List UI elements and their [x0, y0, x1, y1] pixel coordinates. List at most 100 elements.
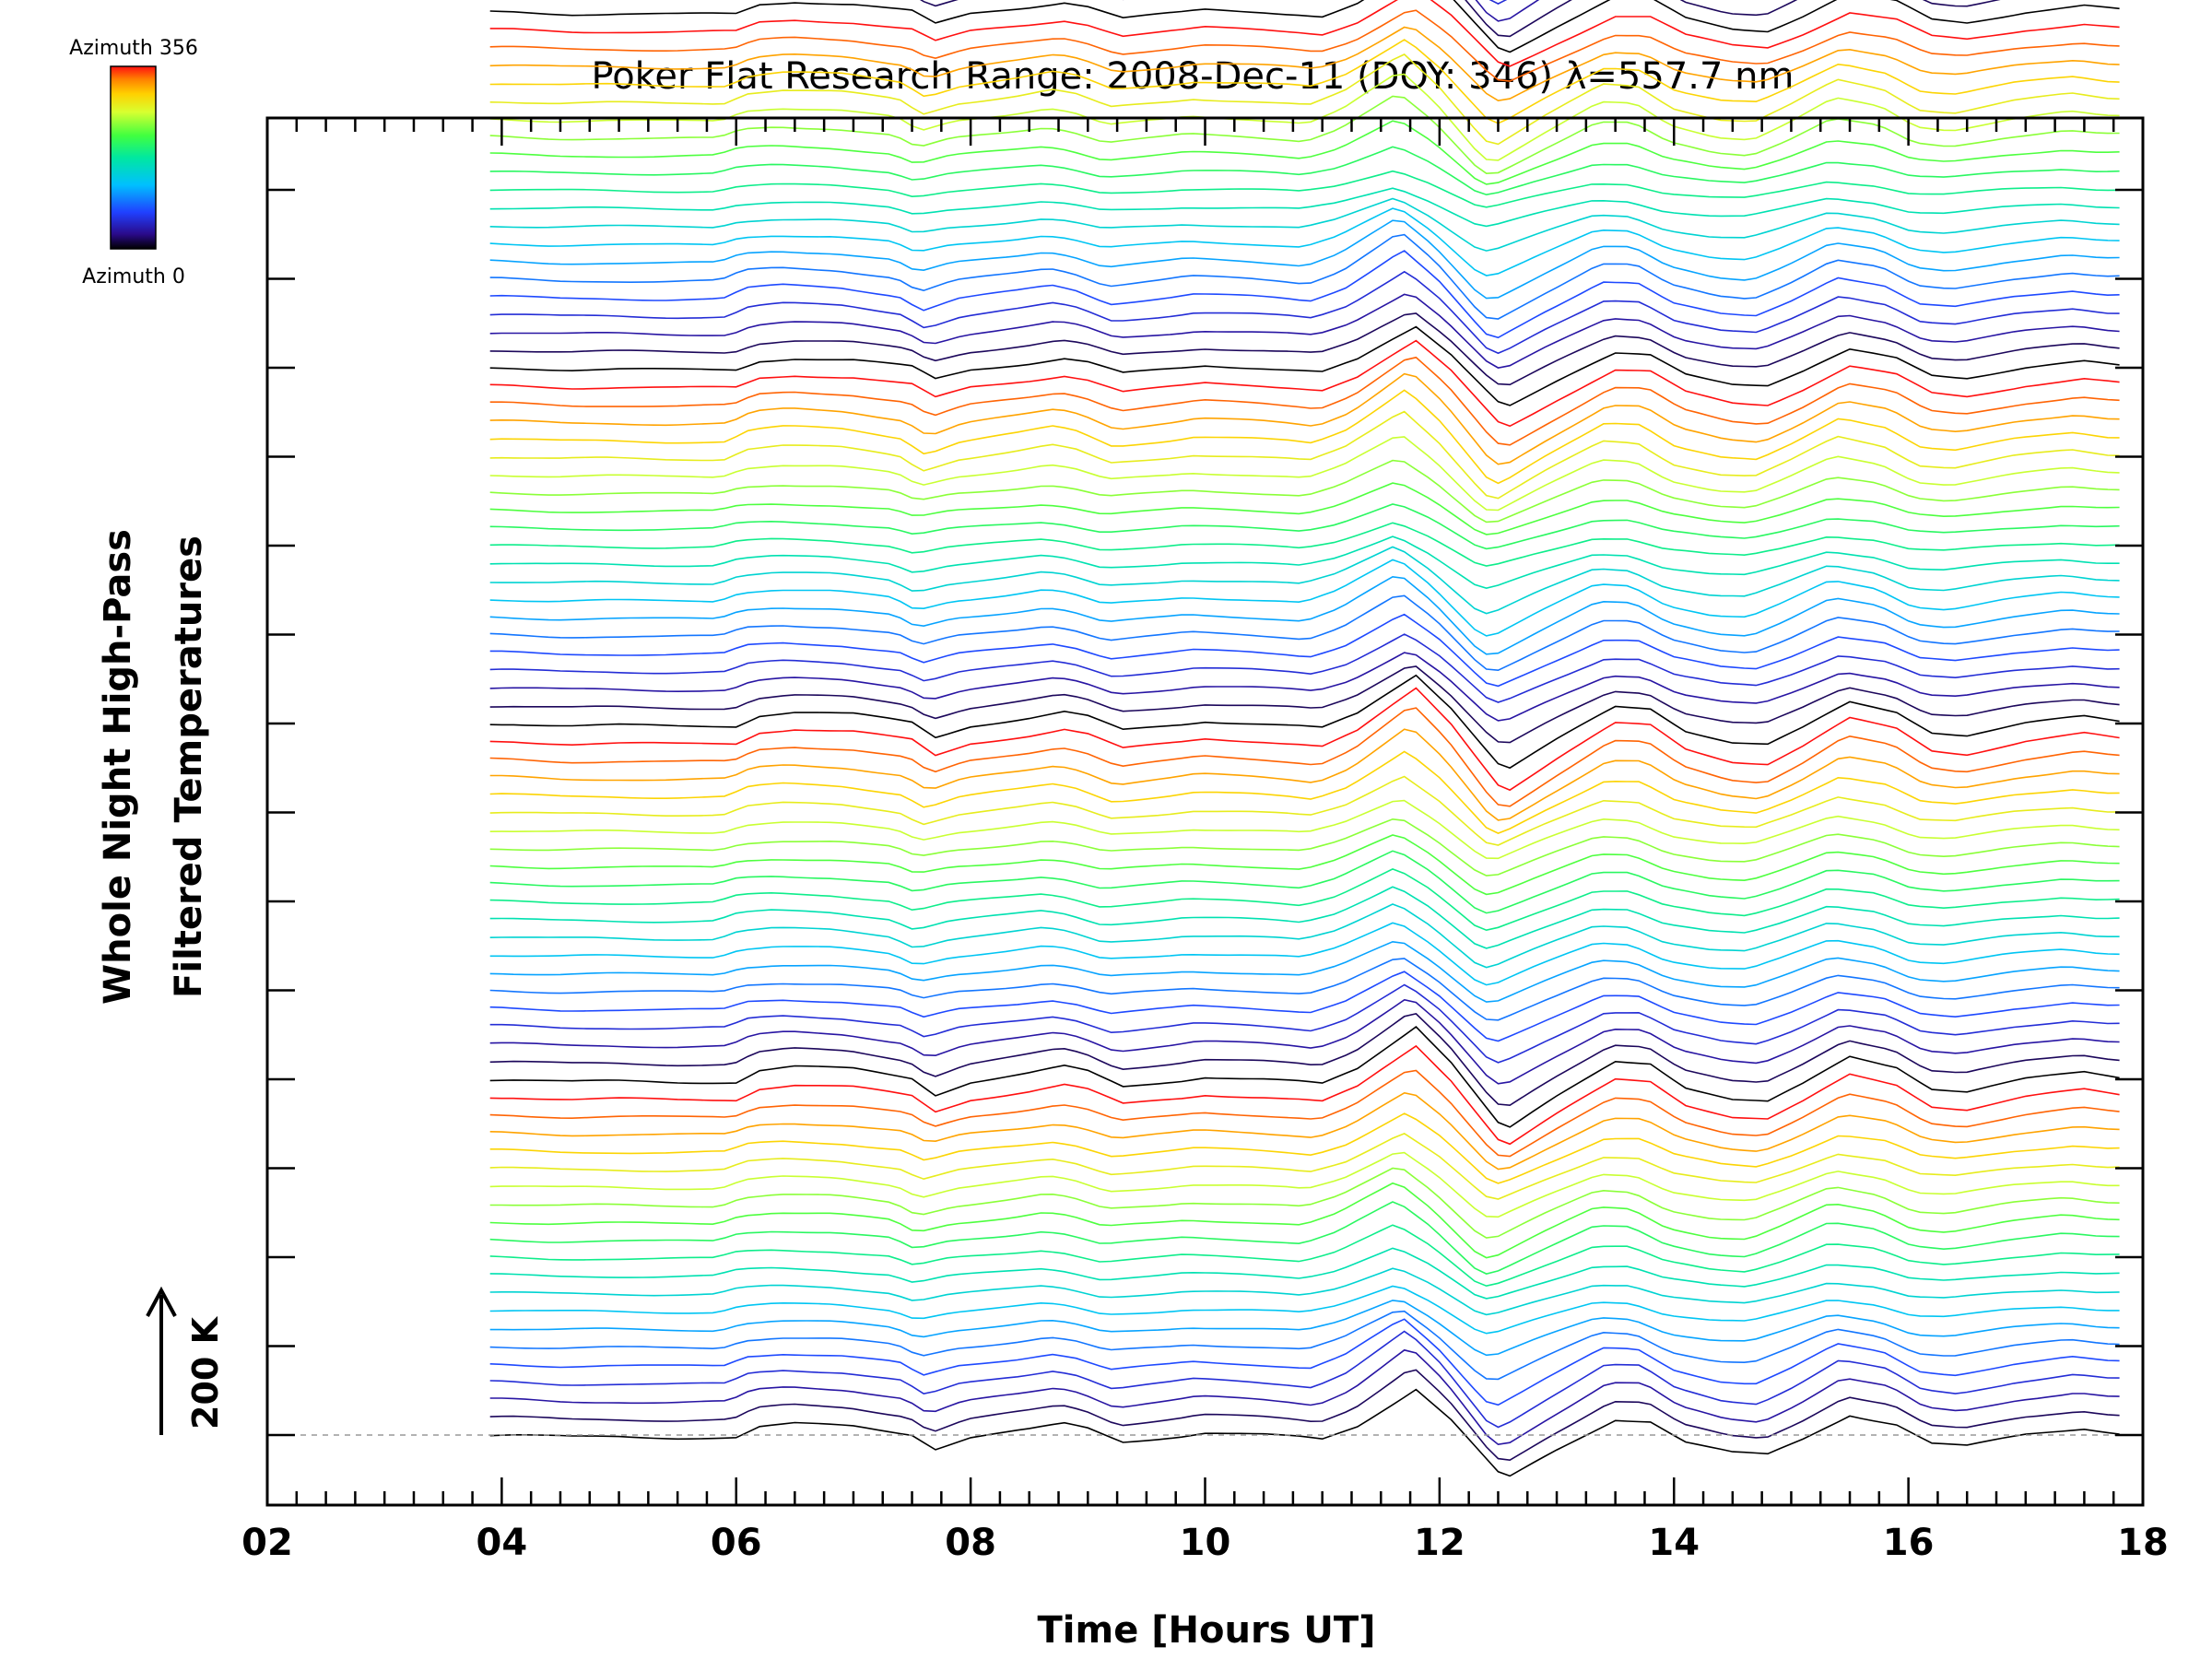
trace-64 [489, 270, 2120, 355]
trace-13 [489, 1182, 2120, 1259]
trace-58 [489, 372, 2120, 465]
trace-69 [489, 197, 2120, 252]
trace-32 [489, 850, 2120, 914]
trace-11 [489, 1224, 2120, 1288]
trace-22 [489, 1013, 2120, 1107]
trace-7 [489, 1300, 2120, 1357]
trace-17 [489, 1112, 2120, 1184]
trace-81 [489, 0, 2120, 53]
trace-14 [489, 1167, 2120, 1239]
trace-80 [489, 0, 2120, 67]
trace-28 [489, 922, 2120, 986]
y-axis-label-line1: Whole Night High-Pass [97, 529, 139, 1005]
x-tick-label-02: 02 [241, 1522, 293, 1564]
axis-ticks [265, 118, 2145, 1505]
y-axis-label: Whole Night High-Pass Filtered Temperatu… [97, 529, 210, 1005]
trace-46 [489, 594, 2120, 672]
trace-84 [1488, 0, 1508, 5]
trace-57 [489, 389, 2120, 485]
trace-19 [489, 1069, 2120, 1158]
scale-arrow-head [146, 1286, 177, 1317]
trace-9 [489, 1267, 2120, 1316]
trace-56 [489, 410, 2120, 500]
trace-71 [489, 170, 2120, 208]
x-tick-label-12: 12 [1414, 1522, 1465, 1564]
trace-77 [489, 39, 2120, 124]
trace-49 [489, 546, 2120, 615]
trace-36 [489, 775, 2120, 846]
x-tick-label-10: 10 [1180, 1522, 1231, 1564]
trace-31 [489, 868, 2120, 932]
trace-78 [489, 26, 2120, 102]
trace-5 [489, 1318, 2120, 1406]
trace-83 [1475, 0, 1540, 22]
trace-39 [489, 707, 2120, 807]
trace-40 [489, 687, 2120, 792]
trace-24 [489, 983, 2120, 1064]
trace-51 [489, 522, 2120, 567]
trace-2 [489, 1369, 2120, 1462]
x-tick-label-08: 08 [945, 1522, 996, 1564]
trace-41 [489, 674, 2120, 770]
x-tick-label-04: 04 [477, 1522, 528, 1564]
x-tick-label-14: 14 [1648, 1522, 1700, 1564]
trace-25 [489, 971, 2120, 1042]
azimuth-colorbar: Azimuth 356 Azimuth 0 [69, 37, 198, 288]
trace-79 [489, 9, 2120, 82]
trace-74 [489, 95, 2120, 175]
trace-53 [489, 482, 2120, 535]
trace-50 [489, 535, 2120, 590]
trace-1 [489, 1388, 2120, 1477]
trace-48 [489, 559, 2120, 637]
trace-54 [489, 459, 2120, 524]
trace-18 [489, 1091, 2120, 1171]
trace-26 [489, 958, 2120, 1021]
x-tick-label-16: 16 [1883, 1522, 1935, 1564]
trace-16 [489, 1133, 2120, 1200]
trace-70 [489, 187, 2120, 228]
x-tick-label-18: 18 [2117, 1522, 2169, 1564]
trace-45 [489, 613, 2120, 688]
trace-38 [489, 728, 2120, 821]
trace-12 [489, 1201, 2120, 1275]
x-tick-label-06: 06 [711, 1522, 762, 1564]
trace-76 [489, 53, 2120, 146]
colorbar-bottom-label: Azimuth 0 [82, 265, 185, 288]
trace-4 [489, 1330, 2120, 1429]
trace-42 [489, 665, 2120, 744]
colorbar-top-label: Azimuth 356 [69, 37, 198, 60]
y-axis-label-line2: Filtered Temperatures [168, 535, 210, 998]
scale-bar-label: 200 K [185, 1315, 226, 1430]
trace-30 [489, 886, 2120, 949]
trace-63 [489, 293, 2120, 369]
trace-20 [489, 1044, 2120, 1146]
trace-34 [489, 818, 2120, 877]
trace-29 [489, 903, 2120, 969]
trace-61 [489, 325, 2120, 406]
trace-62 [489, 312, 2120, 386]
trace-8 [489, 1285, 2120, 1335]
trace-6 [489, 1310, 2120, 1381]
trace-60 [489, 339, 2120, 428]
temperature-traces [489, 0, 2120, 1477]
trace-59 [489, 356, 2120, 446]
trace-67 [489, 219, 2120, 300]
trace-47 [489, 575, 2120, 655]
x-tick-labels: 02 04 06 08 10 12 14 16 18 [241, 1522, 2169, 1564]
trace-33 [489, 834, 2120, 896]
trace-52 [489, 503, 2120, 550]
trace-72 [489, 146, 2120, 196]
trace-27 [489, 940, 2120, 1003]
scale-bar: 200 K [146, 1286, 226, 1435]
trace-23 [489, 998, 2120, 1085]
trace-3 [489, 1348, 2120, 1446]
trace-65 [489, 250, 2120, 339]
trace-35 [489, 799, 2120, 860]
trace-66 [489, 233, 2120, 320]
trace-44 [489, 633, 2120, 703]
trace-75 [489, 73, 2120, 161]
trace-55 [489, 436, 2120, 512]
trace-68 [489, 207, 2120, 276]
x-axis-label: Time [Hours UT] [1038, 1609, 1376, 1652]
